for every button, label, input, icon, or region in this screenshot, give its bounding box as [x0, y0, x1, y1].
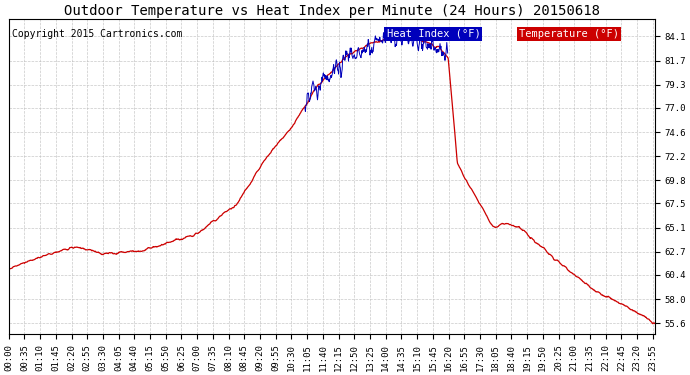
- Text: Heat Index (°F): Heat Index (°F): [386, 29, 480, 39]
- Text: Temperature (°F): Temperature (°F): [519, 29, 619, 39]
- Title: Outdoor Temperature vs Heat Index per Minute (24 Hours) 20150618: Outdoor Temperature vs Heat Index per Mi…: [63, 4, 600, 18]
- Text: Copyright 2015 Cartronics.com: Copyright 2015 Cartronics.com: [12, 29, 182, 39]
